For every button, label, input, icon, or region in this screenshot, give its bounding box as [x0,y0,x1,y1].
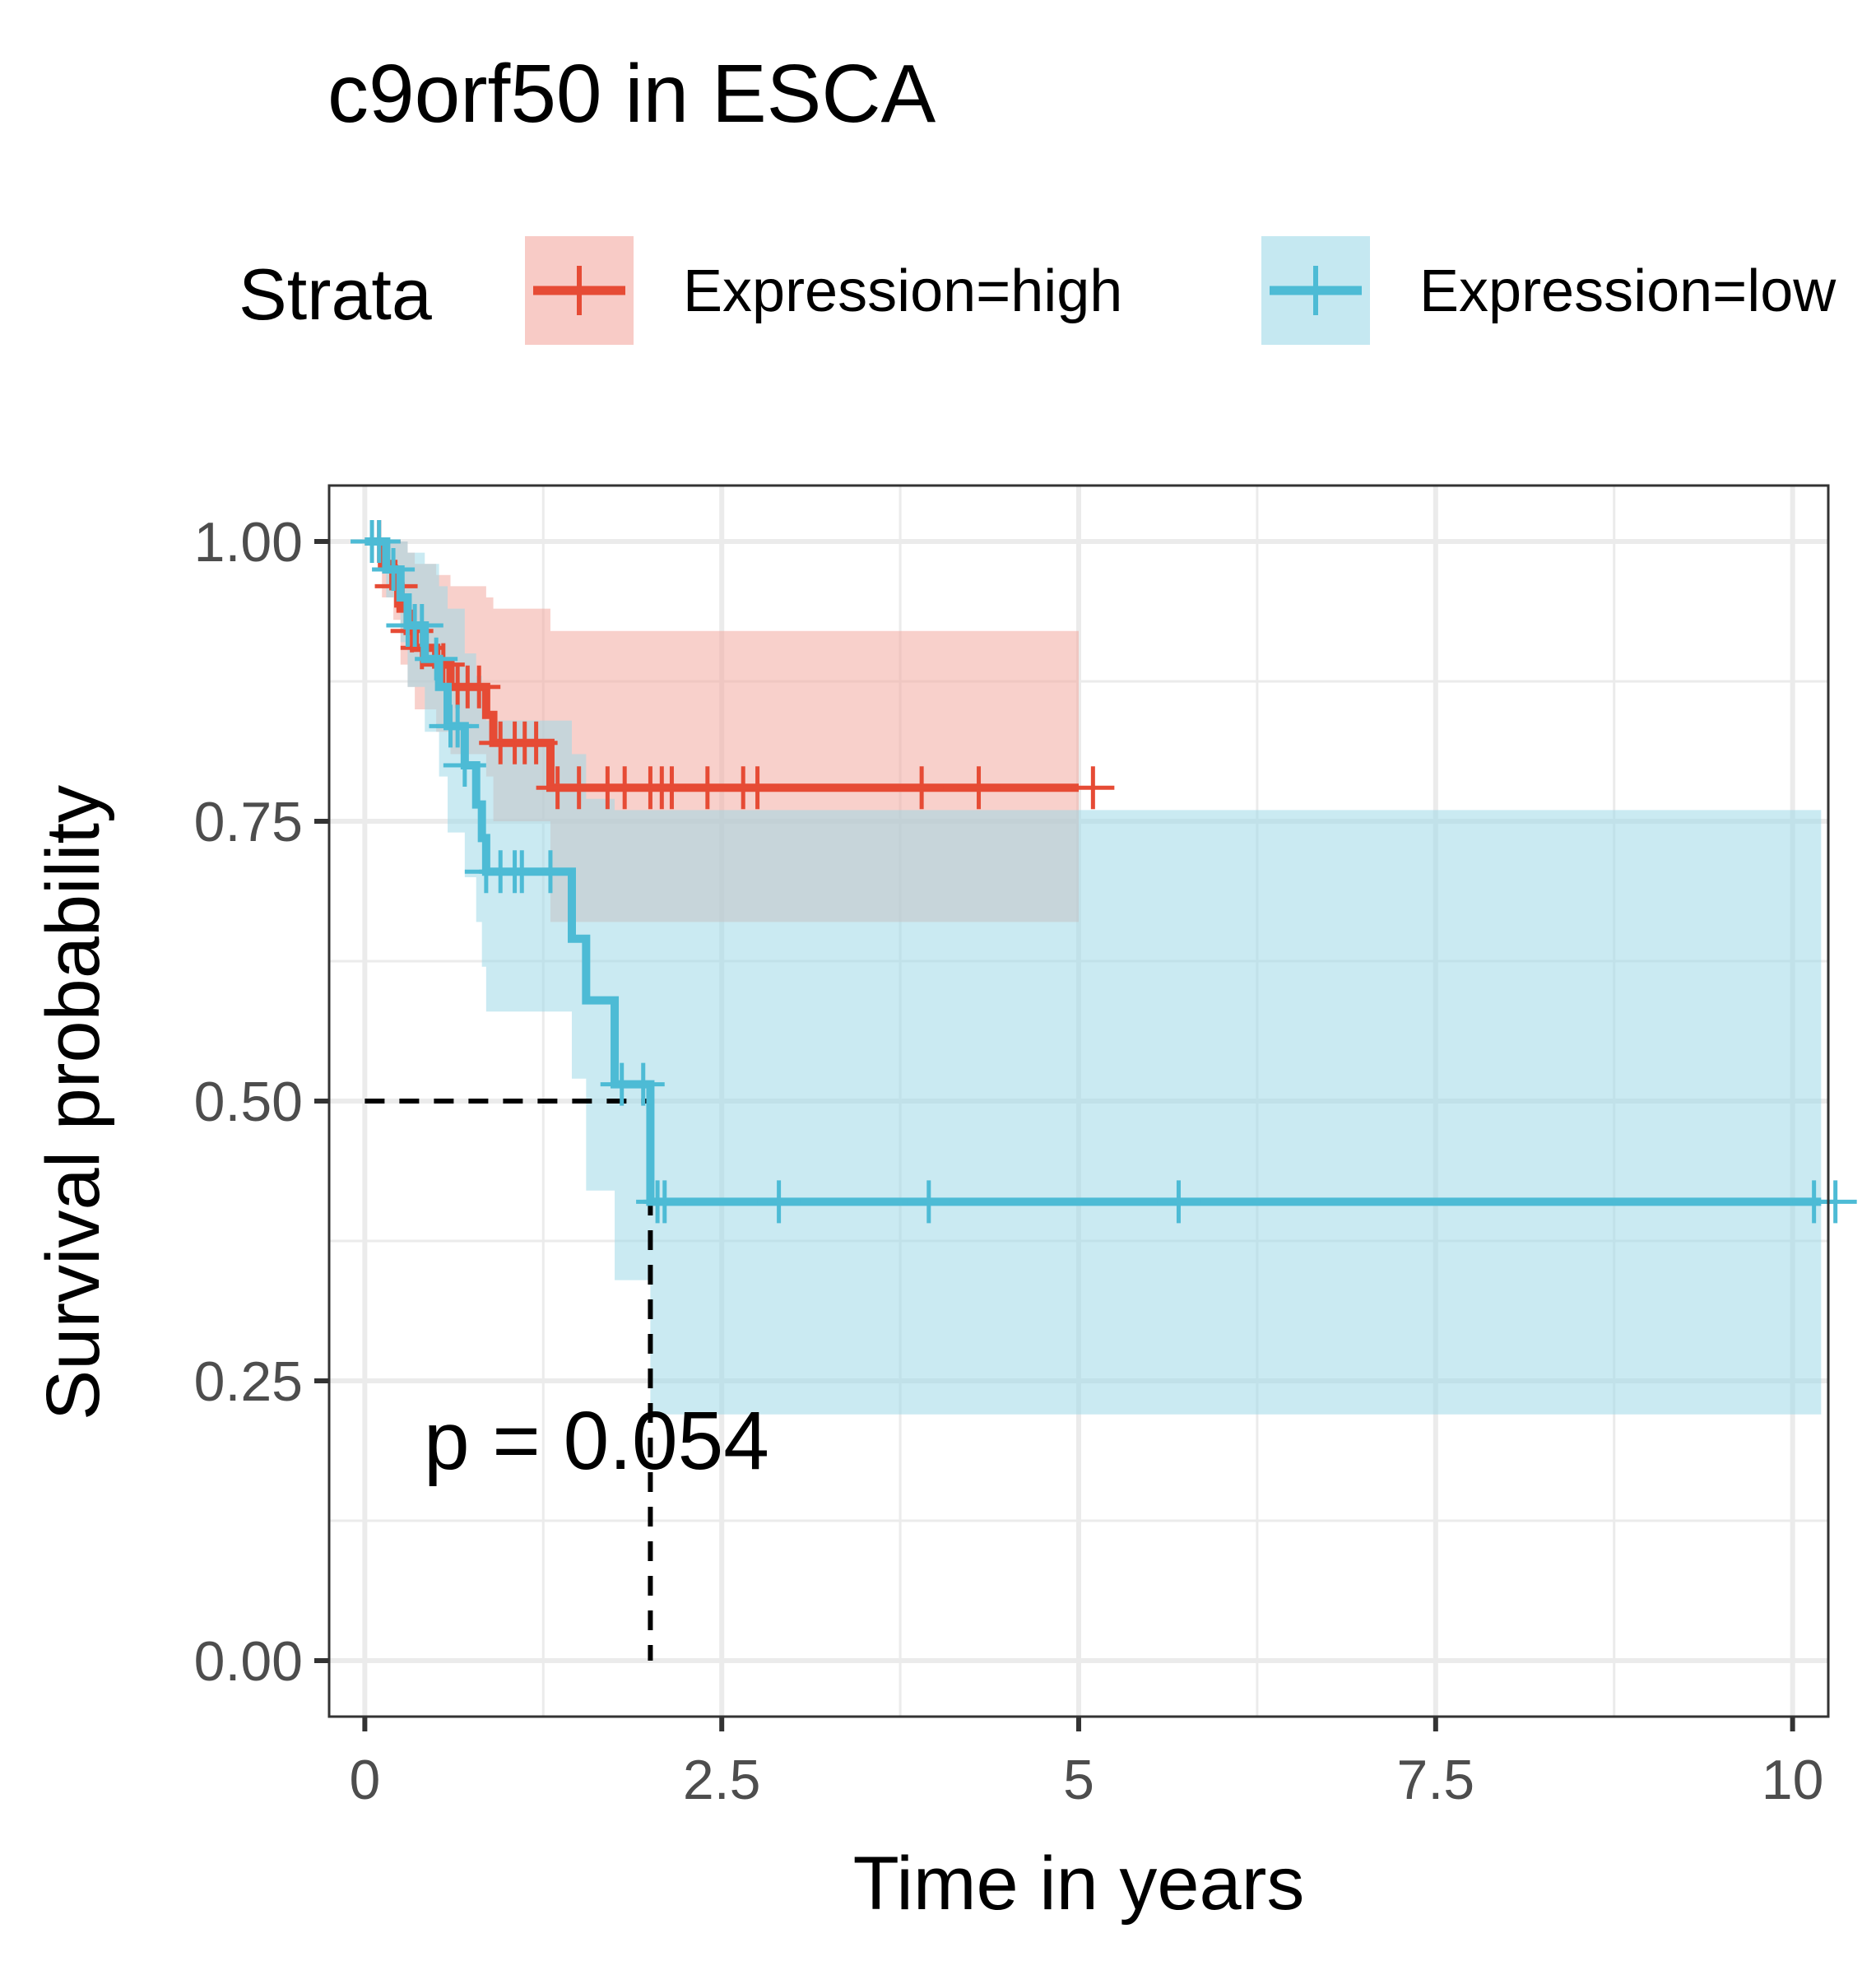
legend: Strata Expression=high Expression=low [239,236,1837,345]
x-tick-label: 10 [1762,1749,1824,1811]
censor-mark-high [900,766,944,810]
legend-title: Strata [239,253,432,335]
censor-mark-high [650,766,694,810]
legend-label-high: Expression=high [683,258,1122,324]
censor-mark-low [528,850,572,894]
censor-mark-low [643,1180,686,1224]
x-axis-title: Time in years [853,1842,1305,1926]
x-tick-label: 5 [1063,1749,1094,1811]
legend-item-low: Expression=low [1261,236,1837,345]
censor-mark-low [1157,1180,1200,1224]
confidence-band-low [365,541,1822,1415]
censor-mark-high [457,665,501,709]
x-tick-label: 2.5 [683,1749,761,1811]
censor-mark-high [957,766,1001,810]
censor-mark-low [415,637,458,681]
y-tick-label: 0.75 [194,791,303,853]
y-tick-label: 0.00 [194,1630,303,1693]
censor-mark-low [1813,1180,1857,1224]
censor-mark-low [443,744,486,787]
plot-panel: p = 0.054 [327,484,1857,1718]
legend-label-low: Expression=low [1419,258,1837,324]
censor-mark-low [357,520,401,563]
censor-mark-high [1071,766,1115,810]
censor-mark-low [436,704,480,748]
censor-mark-high [514,721,558,764]
y-tick-label: 1.00 [194,511,303,574]
y-tick-label: 0.50 [194,1071,303,1133]
legend-item-high: Expression=high [525,236,1122,345]
y-axis-title: Survival probability [31,785,115,1420]
chart-title: c9orf50 in ESCA [327,48,936,140]
censor-mark-low [757,1180,801,1224]
censor-mark-high [685,766,729,810]
censor-mark-low [907,1180,950,1224]
x-tick-label: 0 [349,1749,380,1811]
censor-mark-high [421,643,465,686]
y-tick-label: 0.25 [194,1350,303,1413]
x-tick-label: 7.5 [1397,1749,1475,1811]
censor-mark-low [372,548,416,591]
axes: 0 2.5 5 7.5 10 0.00 0.25 0.50 0.75 1.00 [194,511,1824,1811]
censor-mark-high [736,766,779,810]
p-value-annotation: p = 0.054 [424,1395,769,1487]
censor-mark-low [400,604,443,647]
censor-mark-low [621,1062,665,1106]
